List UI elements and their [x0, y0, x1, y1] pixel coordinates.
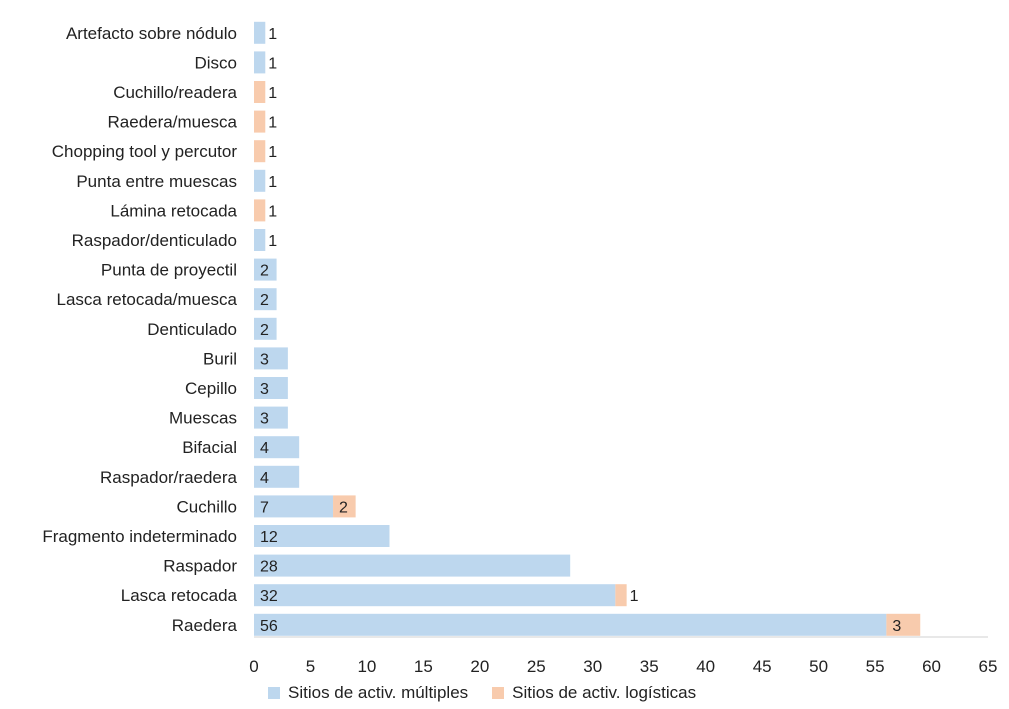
category-label: Lasca retocada [121, 586, 238, 605]
x-tick-label: 15 [414, 657, 433, 676]
x-tick-label: 55 [866, 657, 885, 676]
data-label-multiple: 2 [260, 263, 269, 280]
category-label: Bifacial [182, 438, 237, 457]
category-label: Fragmento indeterminado [42, 527, 237, 546]
category-label: Cuchillo [177, 497, 237, 516]
category-label: Cuchillo/readera [113, 83, 237, 102]
category-label: Chopping tool y percutor [52, 142, 238, 161]
bar-multiple [254, 317, 277, 340]
bar-logistic [886, 613, 921, 636]
data-label-multiple: 3 [260, 381, 269, 398]
x-tick-label: 5 [306, 657, 315, 676]
data-label-multiple: 7 [260, 499, 269, 516]
x-tick-label: 30 [583, 657, 602, 676]
data-label-logistic: 1 [268, 203, 277, 220]
legend-label-logistic: Sitios de activ. logísticas [512, 683, 697, 702]
legend-label-multiple: Sitios de activ. múltiples [288, 683, 469, 702]
category-label: Lámina retocada [110, 201, 237, 220]
bar-multiple [254, 584, 616, 607]
bar-multiple [254, 613, 887, 636]
bar-multiple [254, 169, 266, 192]
data-label-multiple: 32 [260, 588, 278, 605]
data-label-logistic: 3 [892, 618, 901, 635]
category-label: Punta entre muescas [76, 172, 237, 191]
x-tick-label: 40 [696, 657, 715, 676]
bar-logistic [254, 81, 266, 103]
bar-multiple [254, 406, 288, 429]
data-label-multiple: 1 [268, 26, 277, 43]
legend: Sitios de activ. múltiples Sitios de act… [268, 682, 720, 704]
bar-multiple [254, 495, 334, 518]
bar-logistic [254, 199, 266, 222]
bar-multiple [254, 21, 266, 44]
bar-multiple [254, 377, 288, 399]
bar-logistic [615, 584, 627, 607]
data-label-multiple: 3 [260, 351, 269, 368]
x-tick-label: 65 [979, 657, 998, 676]
bar-logistic [254, 140, 266, 163]
x-tick-label: 10 [357, 657, 376, 676]
category-label: Raedera [172, 616, 238, 635]
category-label: Buril [203, 349, 237, 368]
data-label-multiple: 1 [268, 233, 277, 250]
chart-plot: Artefacto sobre nódulo 1 Disco 1 Cuchillo/re… [42, 21, 998, 676]
legend-swatch-multiple [268, 687, 280, 699]
category-label: Raspador/raedera [100, 468, 238, 487]
category-label: Raspador [163, 557, 237, 576]
legend-item-multiple: Sitios de activ. múltiples [268, 683, 468, 703]
category-label: Denticulado [147, 320, 237, 339]
legend-swatch-logistic [492, 687, 505, 699]
category-label: Muescas [169, 409, 237, 428]
data-label-logistic: 1 [630, 588, 639, 605]
category-label: Lasca retocada/muesca [57, 290, 238, 309]
bar-multiple [254, 525, 390, 547]
category-label: Raedera/muesca [108, 113, 238, 132]
bar-multiple [254, 258, 277, 281]
bar-logistic [254, 110, 266, 133]
category-label: Artefacto sobre nódulo [66, 24, 237, 43]
bar-logistic [333, 495, 356, 518]
data-label-multiple: 1 [268, 174, 277, 191]
data-label-logistic: 2 [339, 499, 348, 516]
x-tick-label: 0 [249, 657, 258, 676]
data-label-multiple: 56 [260, 618, 278, 635]
data-label-multiple: 2 [260, 322, 269, 339]
category-label: Punta de proyectil [101, 261, 237, 280]
data-label-multiple: 1 [268, 55, 277, 72]
data-label-logistic: 1 [268, 85, 277, 102]
data-label-multiple: 4 [260, 440, 269, 457]
x-tick-label: 20 [470, 657, 489, 676]
x-tick-label: 60 [922, 657, 941, 676]
category-label: Cepillo [185, 379, 237, 398]
bar-multiple [254, 554, 571, 577]
bar-multiple [254, 465, 300, 488]
bar-multiple [254, 288, 277, 311]
legend-item-logistic: Sitios de activ. logísticas [492, 683, 696, 703]
data-label-multiple: 2 [260, 292, 269, 309]
x-tick-label: 50 [809, 657, 828, 676]
bar-multiple [254, 229, 266, 251]
data-label-logistic: 1 [268, 115, 277, 132]
bar-multiple [254, 51, 266, 74]
x-tick-label: 45 [753, 657, 772, 676]
data-label-multiple: 3 [260, 411, 269, 428]
x-tick-label: 35 [640, 657, 659, 676]
data-label-multiple: 28 [260, 559, 278, 576]
data-label-multiple: 12 [260, 529, 278, 546]
x-tick-label: 25 [527, 657, 546, 676]
category-label: Disco [194, 53, 237, 72]
bar-multiple [254, 436, 300, 459]
data-label-multiple: 4 [260, 470, 269, 487]
bar-multiple [254, 347, 288, 370]
data-label-logistic: 1 [268, 144, 277, 161]
category-label: Raspador/denticulado [72, 231, 237, 250]
